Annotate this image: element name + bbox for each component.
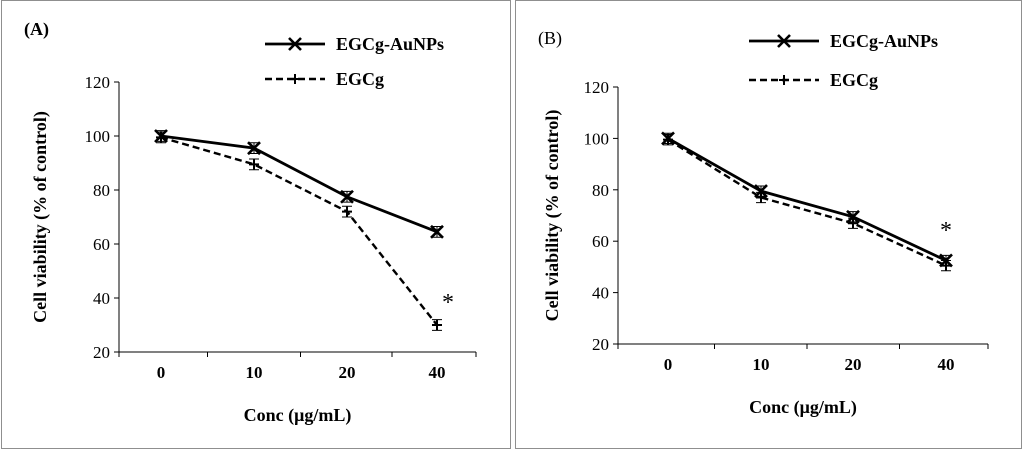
series-line [160,134,438,234]
panel-label: (A) [24,19,49,40]
y-tick-label: 20 [93,343,110,362]
y-tick-label: 120 [85,73,111,92]
chart-a-svg: (A) 20 40 60 80 100 120 0 10 20 40 Conc (μg/mL) Cell… [24,19,477,426]
panel-label: (B) [538,28,562,49]
series-egcg-aunps [154,129,444,239]
significance-asterisk: * [442,290,454,316]
y-tick-label: 80 [592,181,609,200]
legend-plus-marker [290,74,300,84]
data-point-plus-marker [941,260,951,271]
series-line [667,137,947,262]
chart-panel-b: (B) 20 40 60 80 100 120 0 10 20 40 Conc (μg/mL) Cell… [515,0,1022,449]
legend-plus-marker [779,75,789,85]
legend-x-marker [288,37,302,51]
y-tick-label: 60 [93,235,110,254]
x-axis-title: Conc (μg/mL) [749,397,857,418]
legend-x-marker [777,34,791,48]
x-tick-label: 0 [157,363,166,382]
y-axis-title: Cell viability (% of control) [30,111,51,323]
y-tick-label: 100 [85,127,111,146]
data-point-plus-marker [848,218,858,229]
y-tick-label: 60 [592,232,609,251]
series-egcg-aunps [661,131,953,268]
y-tick-label: 100 [584,129,610,148]
x-tick-label: 20 [339,363,356,382]
x-tick-label: 0 [664,355,673,374]
series-egcg [663,134,951,272]
data-point-x-marker [247,141,261,156]
chart-panel-a: (A) 20 40 60 80 100 120 0 10 20 40 Conc (μg/mL) Cell… [1,0,511,449]
data-point-x-marker [430,224,444,239]
y-tick-label: 120 [584,78,610,97]
data-point-plus-marker [756,192,766,203]
y-tick-label: 20 [592,335,609,354]
data-point-plus-marker [156,132,166,143]
x-tick-label: 40 [938,355,955,374]
x-axis-title: Conc (μg/mL) [244,405,352,426]
series-line [667,138,947,267]
data-point-x-marker [846,209,860,224]
legend-label: EGCg-AuNPs [336,34,444,54]
data-point-plus-marker [249,159,259,170]
chart-b-svg: (B) 20 40 60 80 100 120 0 10 20 40 Conc (μg/mL) Cell… [538,28,989,418]
data-point-plus-marker [663,134,673,145]
y-tick-label: 40 [93,289,110,308]
data-point-x-marker [340,189,354,204]
x-tick-label: 10 [753,355,770,374]
data-point-plus-marker [342,206,352,217]
legend-label: EGCg [336,69,384,89]
x-tick-label: 10 [246,363,263,382]
series-line [160,136,438,326]
series-egcg [156,131,442,331]
x-tick-label: 20 [845,355,862,374]
y-tick-label: 40 [592,284,609,303]
data-point-plus-marker [432,320,442,330]
legend-label: EGCg-AuNPs [830,31,938,51]
legend-label: EGCg [830,70,878,90]
significance-asterisk: * [940,218,952,244]
y-axis-title: Cell viability (% of control) [542,110,563,322]
x-tick-label: 40 [429,363,446,382]
y-tick-label: 80 [93,181,110,200]
